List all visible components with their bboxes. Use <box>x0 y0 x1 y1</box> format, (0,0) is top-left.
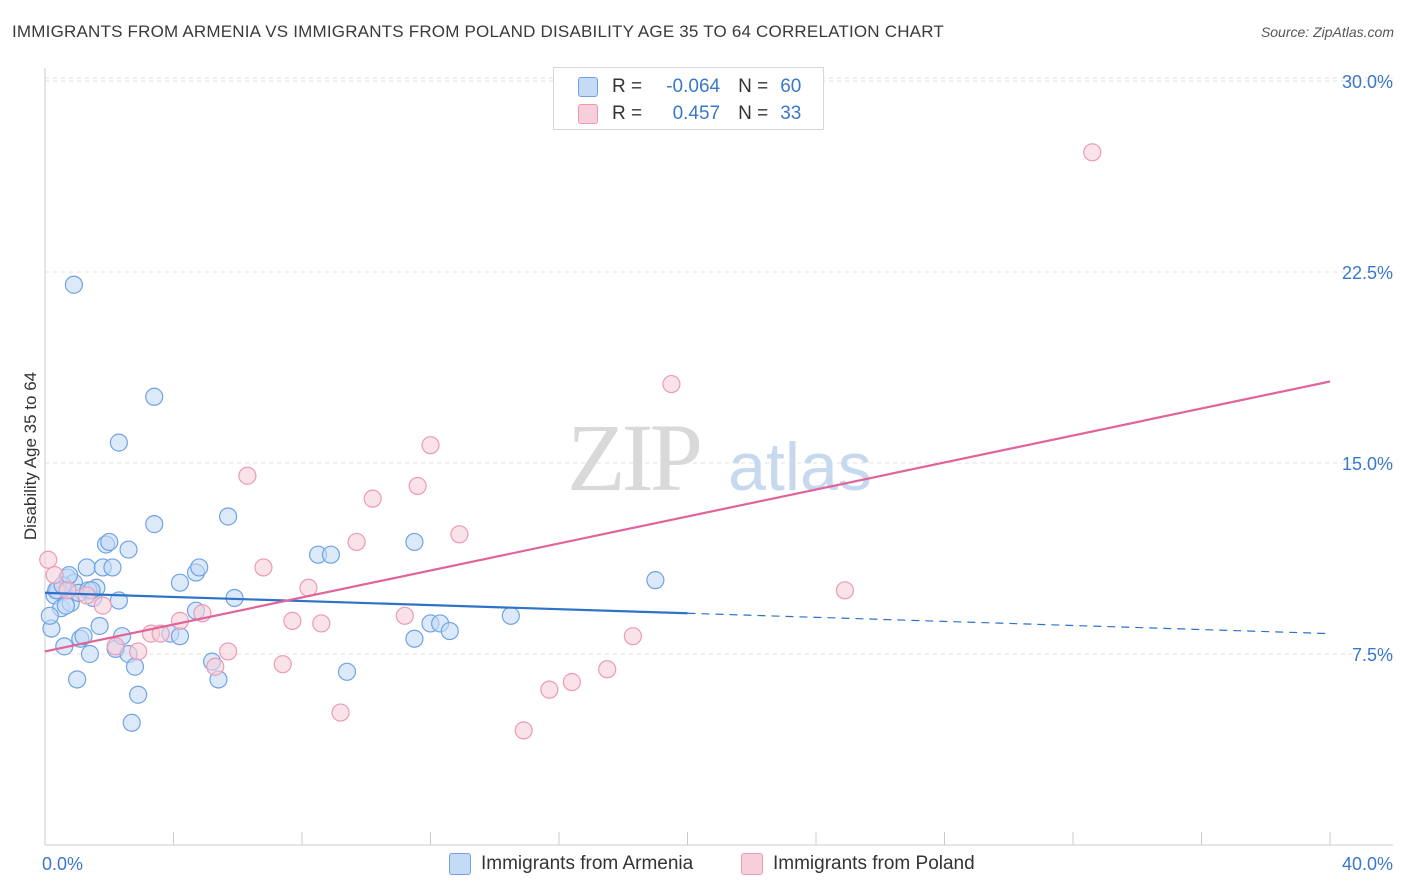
point-armenia <box>40 606 59 625</box>
point-poland <box>254 558 273 577</box>
point-poland <box>363 489 382 508</box>
point-poland <box>238 466 257 485</box>
legend-item-poland: Immigrants from Poland <box>741 852 975 876</box>
legend-r-label: R = <box>612 103 643 124</box>
point-poland <box>39 550 58 569</box>
point-poland <box>273 655 292 674</box>
legend-row-armenia: R = -0.064 N = 60 <box>578 74 801 100</box>
legend-swatch-armenia <box>449 853 471 875</box>
point-armenia <box>74 627 93 646</box>
y-tick-label: 30.0% <box>1342 72 1393 92</box>
point-armenia <box>90 616 109 636</box>
point-poland <box>450 525 469 544</box>
point-poland <box>151 624 170 643</box>
legend-row-poland: R = 0.457 N = 33 <box>578 101 801 127</box>
legend-swatch-poland <box>578 104 598 124</box>
chart-title: IMMIGRANTS FROM ARMENIA VS IMMIGRANTS FR… <box>12 22 944 41</box>
point-poland <box>598 660 617 679</box>
point-poland <box>623 627 642 646</box>
point-armenia <box>77 558 96 577</box>
watermark-zip: ZIP <box>567 404 700 511</box>
legend-label-poland: Immigrants from Poland <box>773 853 975 874</box>
point-poland <box>45 565 64 585</box>
trend-line-poland <box>44 380 1331 653</box>
point-armenia <box>405 532 424 552</box>
legend-swatch-armenia <box>578 77 598 97</box>
y-tick-labels: 7.5% 15.0% 22.5% 30.0% <box>1342 72 1393 665</box>
trend-line-armenia-extension <box>687 612 1331 635</box>
point-armenia <box>80 644 100 664</box>
point-poland <box>347 532 366 552</box>
point-poland <box>93 596 112 615</box>
point-poland <box>106 637 125 656</box>
point-poland <box>562 672 581 692</box>
series-armenia <box>40 275 665 732</box>
series-poland <box>39 143 1102 740</box>
point-armenia <box>405 629 424 648</box>
point-poland <box>58 581 77 600</box>
point-poland <box>662 374 681 394</box>
legend-n-label: N = <box>738 103 769 124</box>
point-poland <box>540 680 559 699</box>
y-tick-label: 15.0% <box>1342 454 1393 474</box>
point-poland <box>129 642 148 661</box>
point-poland <box>408 476 427 496</box>
point-armenia <box>100 532 119 552</box>
point-poland <box>206 657 225 676</box>
point-armenia <box>145 387 164 406</box>
point-armenia <box>501 606 520 625</box>
point-armenia <box>337 662 357 681</box>
trend-lines <box>44 380 1331 653</box>
legend-label-armenia: Immigrants from Armenia <box>481 853 694 874</box>
watermark: ZIP atlas <box>567 404 872 511</box>
point-armenia <box>56 596 75 615</box>
point-poland <box>421 436 440 455</box>
axes <box>44 68 1393 846</box>
legend-r-value: 0.457 <box>672 103 721 124</box>
chart-source: Source: ZipAtlas.com <box>1260 24 1394 40</box>
point-poland <box>283 611 302 630</box>
point-armenia <box>122 713 141 732</box>
point-armenia <box>646 571 665 590</box>
legend-n-value: 33 <box>780 103 802 124</box>
trend-line-armenia <box>44 591 688 615</box>
y-tick-label: 7.5% <box>1352 645 1393 665</box>
point-armenia <box>145 515 164 534</box>
point-poland <box>312 614 331 633</box>
x-tick-label-min: 0.0% <box>42 854 83 874</box>
point-armenia <box>129 685 148 704</box>
point-poland <box>299 578 318 597</box>
point-armenia <box>125 657 145 676</box>
point-poland <box>835 581 855 600</box>
legend-item-armenia: Immigrants from Armenia <box>449 852 693 876</box>
point-poland <box>331 703 350 722</box>
point-poland <box>395 606 414 625</box>
point-poland <box>1083 143 1102 162</box>
point-armenia <box>109 433 128 452</box>
point-armenia <box>64 275 84 294</box>
point-poland <box>514 721 533 740</box>
point-armenia <box>170 573 190 592</box>
point-armenia <box>219 507 238 526</box>
legend-n-value: 60 <box>780 76 802 97</box>
point-poland <box>219 642 238 661</box>
point-armenia <box>68 670 87 689</box>
legend-r-value: -0.064 <box>666 76 721 97</box>
legend-swatch-poland <box>741 853 763 875</box>
point-armenia <box>119 540 138 559</box>
correlation-legend: R = -0.064 N = 60 R = 0.457 N = 33 <box>553 67 824 130</box>
point-armenia <box>440 621 459 641</box>
legend-n-label: N = <box>738 76 769 97</box>
point-armenia <box>170 627 190 646</box>
x-tick-label-max: 40.0% <box>1342 854 1393 874</box>
y-axis-label: Disability Age 35 to 64 <box>21 371 40 541</box>
point-armenia <box>190 558 209 577</box>
y-tick-label: 22.5% <box>1342 263 1393 283</box>
point-armenia <box>103 558 122 577</box>
legend-r-label: R = <box>612 76 643 97</box>
gridlines <box>45 77 1393 655</box>
point-armenia <box>321 545 341 564</box>
